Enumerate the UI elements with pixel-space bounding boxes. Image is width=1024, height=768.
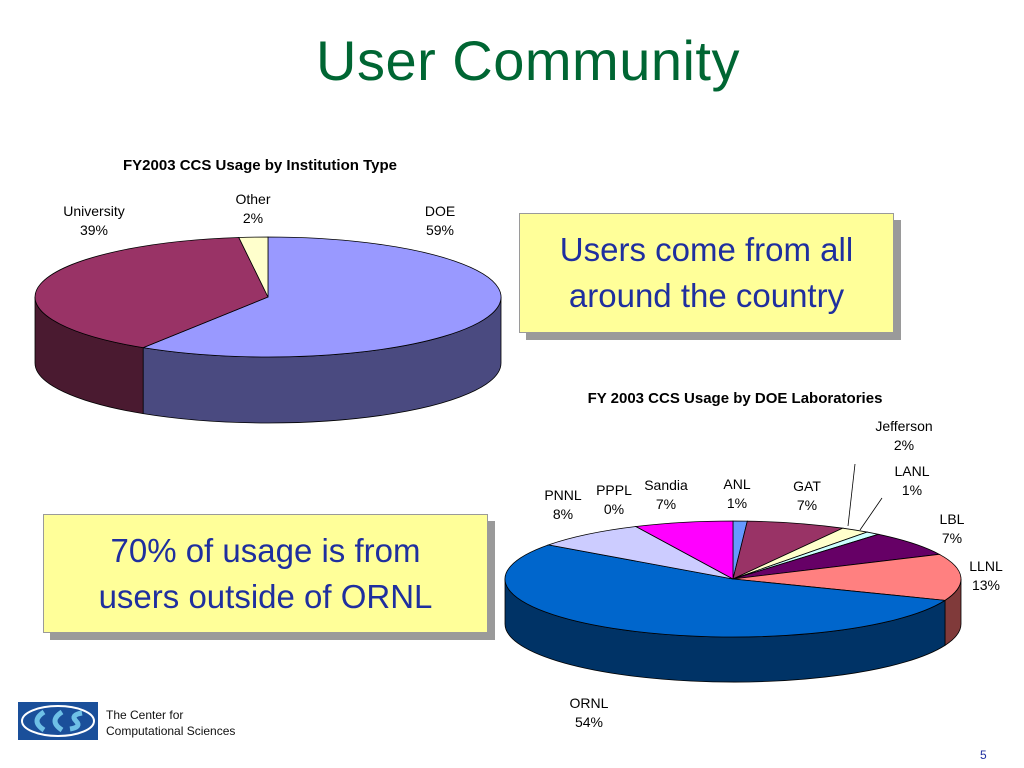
slice-percent-ornl: 54% [575,714,603,730]
callout-usage-outside-ornl: 70% of usage is from users outside of OR… [43,514,488,633]
callout-text: 70% of usage is from users outside of OR… [98,531,433,615]
slice-label-ornl: ORNL [570,695,609,711]
slice-label-pppl: PPPL [596,482,632,498]
slice-label-anl: ANL [723,476,750,492]
slice-percent-pnnl: 8% [553,506,573,522]
slice-label-doe: DOE [425,203,455,219]
slice-label-sandia: Sandia [644,477,688,493]
ccs-logo [18,702,98,740]
slice-pnnl [546,526,734,580]
slice-other [238,236,269,298]
callout-users-country: Users come from all around the country [519,213,894,333]
slice-percent-gat: 7% [797,497,817,513]
chart-title: FY2003 CCS Usage by Institution Type [123,157,397,174]
slice-percent-lanl: 1% [902,482,922,498]
slice-sandia [634,520,734,580]
slice-label-pnnl: PNNL [544,487,582,503]
slice-percent-sandia: 7% [656,496,676,512]
slice-label-gat: GAT [793,478,821,494]
pie-chart-1: FY2003 CCS Usage by Institution Type DOE 5… [34,157,502,424]
org-line-1: The Center for [106,708,184,722]
slice-label-jefferson: Jefferson [875,418,932,434]
slice-ornl [504,544,947,638]
slice-llnl [732,553,962,601]
leader-line [859,497,883,531]
slice-percent-other: 2% [243,210,263,226]
slice-label-university: University [63,203,124,219]
chart-title: FY 2003 CCS Usage by DOE Laboratories [588,390,883,407]
slice-percent-jefferson: 2% [894,437,914,453]
org-line-2: Computational Sciences [106,724,236,738]
slice-label-other: Other [235,191,270,207]
slice-percent-anl: 1% [727,495,747,511]
slice-university [34,237,269,349]
pie-chart-2: FY 2003 CCS Usage by DOE Laboratories ANL… [504,390,1003,730]
leader-line [847,463,856,527]
slide-title: User Community [316,29,740,92]
slice-percent-university: 39% [80,222,108,238]
slice-percent-pppl: 0% [604,501,624,517]
slice-percent-llnl: 13% [972,577,1000,593]
slice-label-llnl: LLNL [969,558,1003,574]
callout-text: Users come from all around the country [559,231,854,314]
slice-label-lbl: LBL [940,511,965,527]
slice-doe [141,236,502,358]
org-name: The Center for Computational Sciences [106,707,235,739]
slice-percent-lbl: 7% [942,530,962,546]
page-number: 5 [980,748,987,762]
slice-percent-doe: 59% [426,222,454,238]
slice-label-lanl: LANL [894,463,929,479]
